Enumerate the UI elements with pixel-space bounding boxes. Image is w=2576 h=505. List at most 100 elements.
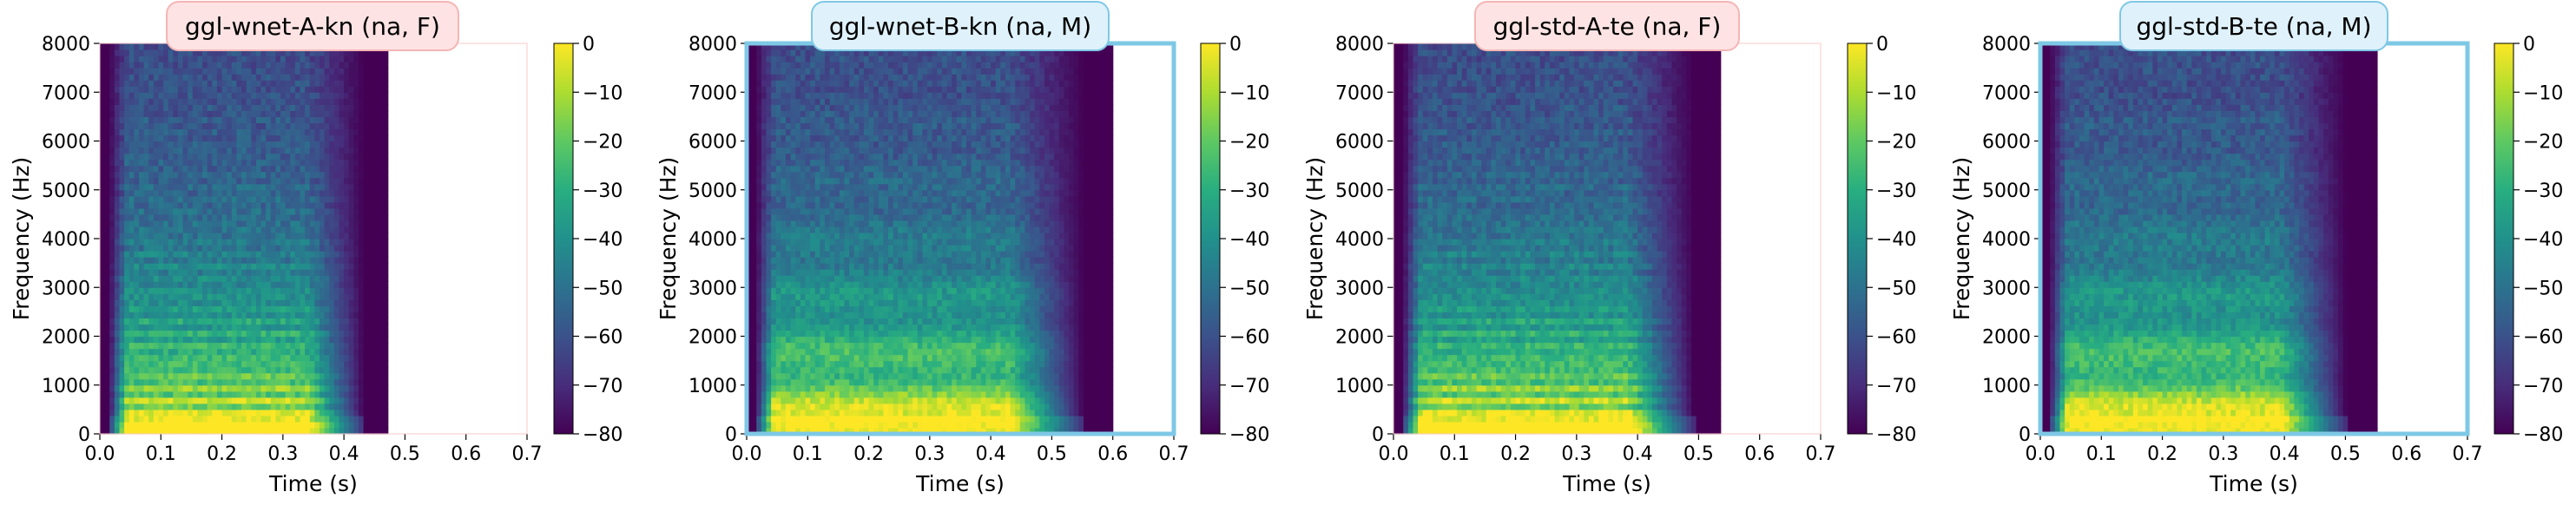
heatmap-cell xyxy=(790,49,796,56)
heatmap-cell xyxy=(320,134,326,142)
heatmap-cell xyxy=(173,263,179,270)
heatmap-cell xyxy=(344,147,350,154)
heatmap-cell xyxy=(212,293,218,300)
heatmap-cell xyxy=(275,384,281,392)
heatmap-cell xyxy=(192,232,199,239)
heatmap-cell xyxy=(305,330,311,338)
heatmap-cell xyxy=(177,251,184,258)
heatmap-cell xyxy=(300,128,306,136)
heatmap-cell xyxy=(119,49,125,56)
heatmap-cell xyxy=(320,299,326,306)
heatmap-cell xyxy=(251,159,257,167)
heatmap-cell xyxy=(314,104,320,111)
heatmap-cell xyxy=(216,68,223,75)
heatmap-cell xyxy=(270,171,277,179)
heatmap-cell xyxy=(329,116,335,124)
heatmap-cell xyxy=(300,62,306,69)
heatmap-cell xyxy=(805,390,811,398)
heatmap-cell xyxy=(153,378,160,386)
heatmap-cell xyxy=(280,384,287,392)
heatmap-cell xyxy=(339,305,345,312)
heatmap-cell xyxy=(188,263,194,270)
heatmap-cell xyxy=(320,366,326,374)
heatmap-cell xyxy=(202,342,208,350)
heatmap-cell xyxy=(766,189,772,197)
heatmap-cell xyxy=(790,275,796,282)
heatmap-cell xyxy=(285,360,291,368)
heatmap-cell xyxy=(275,269,281,276)
heatmap-cell xyxy=(266,147,272,154)
heatmap-cell xyxy=(785,195,792,203)
heatmap-cell xyxy=(314,360,320,368)
heatmap-cell xyxy=(781,366,787,374)
heatmap-cell xyxy=(344,397,350,404)
heatmap-cell xyxy=(100,427,106,435)
heatmap-cell xyxy=(134,305,140,312)
heatmap-cell xyxy=(173,141,179,148)
heatmap-cell xyxy=(378,269,384,276)
heatmap-cell xyxy=(314,171,320,179)
heatmap-cell xyxy=(236,92,242,99)
heatmap-cell xyxy=(353,171,359,179)
heatmap-cell xyxy=(771,318,777,325)
heatmap-cell xyxy=(353,128,359,136)
heatmap-cell xyxy=(114,421,121,429)
heatmap-cell xyxy=(270,281,277,288)
heatmap-cell xyxy=(368,189,374,197)
heatmap-cell xyxy=(236,74,242,81)
heatmap-cell xyxy=(290,195,296,203)
heatmap-cell xyxy=(359,263,365,270)
heatmap-cell xyxy=(781,336,787,344)
heatmap-cell xyxy=(114,251,121,258)
heatmap-cell xyxy=(795,384,801,392)
heatmap-cell xyxy=(104,372,110,380)
heatmap-cell xyxy=(766,147,772,154)
heatmap-cell xyxy=(363,239,369,246)
heatmap-cell xyxy=(800,116,807,124)
heatmap-cell xyxy=(339,275,345,282)
heatmap-cell xyxy=(348,56,354,62)
heatmap-cell xyxy=(378,421,384,429)
heatmap-cell xyxy=(270,195,277,203)
heatmap-cell xyxy=(216,98,223,105)
heatmap-cell xyxy=(329,195,335,203)
heatmap-cell xyxy=(751,348,757,356)
heatmap-cell xyxy=(747,207,753,215)
heatmap-cell xyxy=(805,263,811,270)
heatmap-cell xyxy=(231,354,238,362)
heatmap-cell xyxy=(207,122,213,130)
heatmap-cell xyxy=(192,336,199,344)
heatmap-cell xyxy=(143,177,149,185)
heatmap-cell xyxy=(216,427,223,435)
heatmap-cell xyxy=(785,43,792,50)
heatmap-cell xyxy=(207,348,213,356)
heatmap-cell xyxy=(212,397,218,404)
heatmap-cell xyxy=(153,354,160,362)
heatmap-cell xyxy=(820,269,826,276)
heatmap-cell xyxy=(173,257,179,264)
heatmap-cell xyxy=(173,62,179,69)
heatmap-cell xyxy=(188,305,194,312)
heatmap-cell xyxy=(216,141,223,148)
heatmap-cell xyxy=(372,195,379,203)
heatmap-cell xyxy=(751,189,757,197)
heatmap-cell xyxy=(766,342,772,350)
heatmap-cell xyxy=(153,384,160,392)
heatmap-cell xyxy=(294,92,301,99)
heatmap-cell xyxy=(800,287,807,294)
heatmap-cell xyxy=(163,281,169,288)
heatmap-cell xyxy=(241,354,247,362)
heatmap-cell xyxy=(246,177,252,185)
heatmap-cell xyxy=(285,134,291,142)
heatmap-cell xyxy=(790,104,796,111)
heatmap-cell xyxy=(348,324,354,331)
heatmap-cell xyxy=(143,80,149,87)
heatmap-cell xyxy=(114,104,121,111)
heatmap-cell xyxy=(100,232,106,239)
colorbar: 0−10−20−30−40−50−60−70−80 xyxy=(553,34,623,446)
heatmap-cell xyxy=(104,239,110,246)
heatmap-cell xyxy=(134,86,140,93)
heatmap-cell xyxy=(781,183,787,191)
heatmap-cell xyxy=(128,98,135,105)
heatmap-cell xyxy=(305,372,311,380)
